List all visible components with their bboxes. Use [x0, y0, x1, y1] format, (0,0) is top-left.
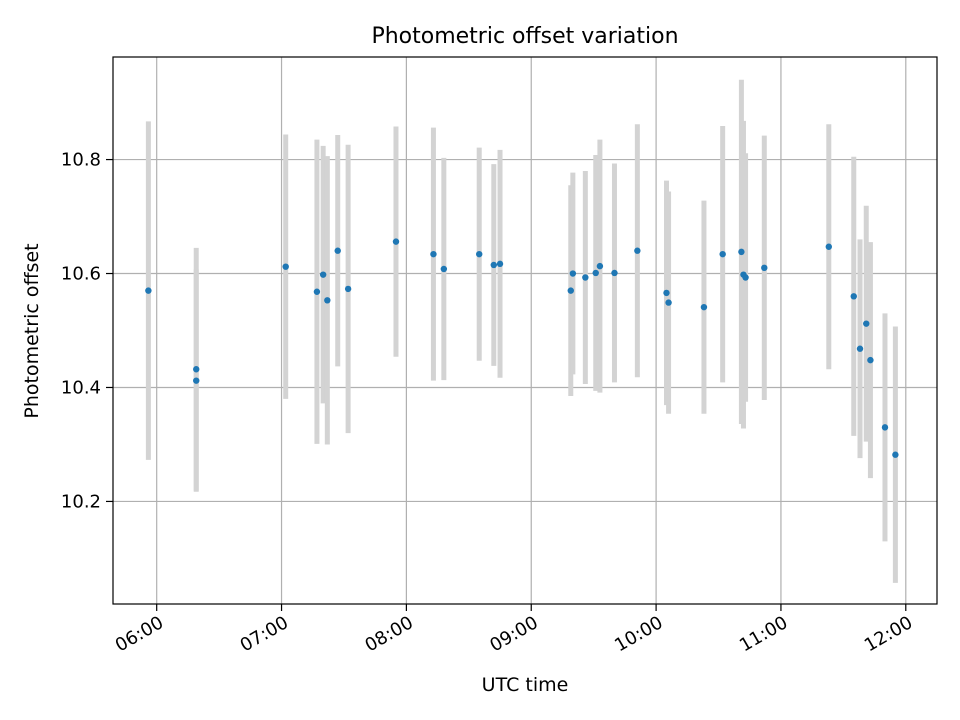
- data-point: [700, 303, 708, 311]
- x-tick-label: 09:00: [486, 612, 541, 656]
- data-point: [145, 287, 152, 294]
- data-point: [582, 274, 589, 281]
- x-tick-label: 12:00: [861, 612, 916, 656]
- errorbar-layer: [145, 79, 898, 583]
- x-tick-label: 07:00: [237, 612, 292, 656]
- data-point: [344, 285, 352, 293]
- data-point: [592, 269, 599, 277]
- data-point: [313, 288, 321, 295]
- data-point: [761, 264, 768, 272]
- data-point: [611, 269, 618, 277]
- data-point: [892, 451, 899, 458]
- data-point: [440, 265, 448, 273]
- data-point: [282, 263, 289, 270]
- y-tick-label: 10.8: [61, 150, 101, 171]
- data-point: [850, 293, 857, 300]
- y-tick-label: 10.2: [61, 491, 101, 512]
- data-point: [663, 289, 670, 297]
- data-point: [324, 297, 331, 304]
- data-point: [430, 250, 437, 258]
- data-point: [319, 271, 327, 278]
- tick-layer: 06:00 07:00 08:00 09:00 10:00 11:00 12:00 10.2 1…: [61, 150, 916, 657]
- data-point: [569, 270, 577, 277]
- data-point: [881, 424, 889, 431]
- data-point: [863, 320, 870, 327]
- point-layer: [145, 238, 899, 458]
- x-tick-label: 08:00: [361, 612, 416, 656]
- grid-layer: [113, 57, 937, 604]
- data-point: [596, 262, 604, 270]
- data-point: [392, 238, 400, 245]
- data-point: [476, 250, 483, 258]
- x-axis-label: UTC time: [482, 674, 569, 696]
- y-tick-label: 10.4: [61, 377, 101, 398]
- data-point: [742, 274, 749, 281]
- data-point: [334, 247, 341, 254]
- data-point: [490, 261, 497, 269]
- data-point: [665, 299, 672, 306]
- chart-title: Photometric offset variation: [371, 24, 678, 49]
- y-axis-label: Photometric offset: [21, 243, 43, 418]
- plot-frame: [112, 56, 938, 605]
- data-point: [856, 345, 864, 352]
- data-point: [193, 366, 200, 373]
- data-point: [867, 356, 874, 364]
- y-tick-label: 10.6: [61, 264, 101, 285]
- data-point: [193, 377, 200, 384]
- data-point: [496, 260, 504, 268]
- x-tick-label: 06:00: [112, 612, 167, 656]
- x-tick-label: 11:00: [736, 612, 791, 656]
- data-point: [825, 243, 832, 250]
- x-tick-label: 10:00: [611, 612, 666, 656]
- data-point: [738, 248, 745, 256]
- data-point: [719, 250, 726, 258]
- data-point: [634, 247, 641, 254]
- data-point: [567, 287, 574, 294]
